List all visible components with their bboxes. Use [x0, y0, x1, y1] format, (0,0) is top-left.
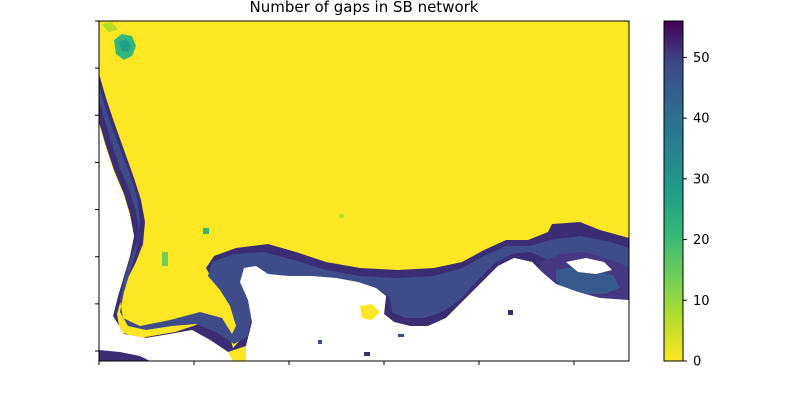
heatmap-bottom-left-strip: [99, 350, 150, 361]
colorbar-ticks: 0 10 20 30 40 50: [683, 51, 710, 370]
heatmap-green-patch-northwest-inner: [119, 39, 131, 52]
colorbar-tick-label: 0: [693, 355, 701, 370]
heatmap-south-inlet: [360, 304, 380, 320]
colorbar: [663, 20, 684, 362]
colorbar-tick-label: 30: [693, 172, 710, 187]
heatmap-east-cluster-highlight: [556, 266, 620, 294]
colorbar-tick-label: 40: [693, 112, 710, 127]
no-data-west: [99, 124, 233, 361]
heatmap-island-3: [508, 310, 513, 315]
heatmap-island-4: [398, 334, 404, 337]
colorbar-tick-label: 20: [693, 233, 710, 248]
x-axis-ticks: [98, 361, 575, 365]
colorbar-tick-label: 50: [693, 51, 710, 66]
chart-title: Number of gaps in SB network: [249, 0, 478, 16]
heatmap-field: [99, 21, 629, 361]
heatmap-green-patch-small-3: [339, 214, 344, 218]
heatmap-island-1: [318, 340, 322, 344]
no-data-south-bay: [240, 258, 629, 361]
heatmap-island-2: [364, 352, 370, 356]
no-data-east-pocket: [566, 258, 612, 274]
heatmap-green-patch-small-1: [162, 252, 168, 266]
colorbar-tick-label: 10: [693, 294, 710, 309]
y-axis-ticks: [95, 20, 99, 352]
heatmap-green-patch-small-2: [203, 228, 209, 234]
heatmap-coastal-belt: [99, 84, 629, 344]
plot-frame: [98, 20, 630, 362]
heatmap-green-patch-northwest-edge: [102, 22, 118, 32]
